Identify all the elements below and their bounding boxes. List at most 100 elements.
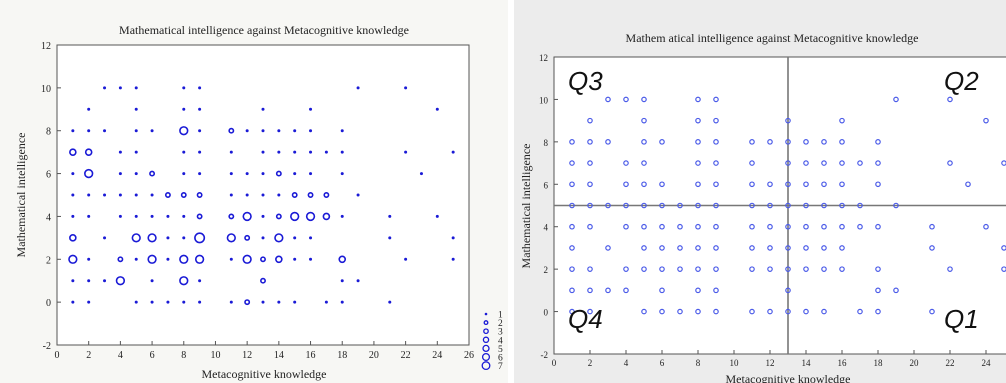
y-tick-label: 4	[46, 212, 51, 223]
data-point	[785, 202, 791, 209]
data-point	[785, 308, 791, 315]
data-point	[103, 86, 107, 90]
data-point	[803, 266, 809, 272]
data-point	[875, 181, 881, 188]
data-point	[767, 139, 773, 145]
data-point	[605, 96, 611, 103]
data-point	[767, 181, 773, 188]
x-tick-label: 6	[660, 358, 665, 368]
data-point	[293, 150, 297, 154]
data-point	[260, 277, 266, 284]
data-point	[785, 223, 791, 230]
data-point	[182, 150, 186, 154]
data-point	[103, 129, 107, 133]
data-point	[821, 181, 827, 188]
data-point	[323, 192, 330, 198]
data-point	[623, 202, 629, 209]
data-point	[277, 129, 281, 133]
data-point	[68, 254, 78, 264]
data-point	[641, 266, 647, 272]
data-point	[118, 86, 122, 90]
data-point	[196, 213, 203, 220]
y-tick-label: 12	[41, 41, 51, 52]
data-point	[659, 266, 665, 272]
legend-label: 2	[498, 319, 503, 329]
data-point	[84, 168, 94, 179]
data-point	[356, 86, 360, 90]
y-axis-label: Mathematical intelligence	[14, 133, 28, 258]
data-point	[198, 172, 202, 176]
data-point	[659, 223, 665, 230]
data-point	[150, 129, 154, 133]
data-point	[261, 193, 265, 197]
data-point	[118, 214, 122, 218]
data-point	[198, 86, 202, 90]
data-point	[659, 181, 665, 188]
x-tick-label: 0	[55, 350, 60, 361]
data-point	[451, 150, 455, 154]
y-axis-ticks: -2 0 2 4 6 8 10 12	[539, 53, 558, 360]
data-point	[277, 300, 281, 304]
data-point	[875, 223, 881, 230]
y-tick-label: 2	[46, 255, 51, 266]
data-point	[623, 96, 629, 103]
data-point	[87, 257, 91, 261]
data-point	[839, 266, 845, 272]
data-point	[340, 150, 344, 154]
x-tick-label: 8	[181, 350, 186, 361]
x-tick-label: 14	[274, 350, 284, 361]
data-point	[261, 107, 265, 111]
data-point	[803, 245, 809, 251]
x-tick-label: 12	[766, 358, 775, 368]
data-points	[68, 86, 455, 306]
data-point	[164, 192, 171, 198]
data-point	[115, 276, 126, 286]
data-point	[695, 266, 701, 272]
data-point	[1001, 160, 1006, 166]
data-point	[767, 223, 773, 230]
data-point	[605, 202, 611, 209]
legend-label: 7	[498, 362, 503, 372]
data-point	[226, 233, 236, 243]
legend-label: 3	[498, 328, 503, 338]
data-point	[677, 308, 683, 315]
data-point	[87, 107, 91, 111]
data-point	[713, 308, 719, 315]
data-point	[147, 233, 157, 243]
data-point	[893, 96, 899, 103]
data-point	[641, 202, 647, 209]
data-point	[569, 223, 575, 230]
data-point	[118, 150, 122, 154]
data-point	[245, 172, 249, 176]
data-point	[261, 150, 265, 154]
data-point	[261, 236, 265, 240]
legend-marker	[484, 312, 488, 316]
data-point	[659, 308, 665, 315]
data-point	[166, 300, 170, 304]
scatter-chart-left: Mathematical intelligence against Metaco…	[0, 0, 508, 383]
data-point	[340, 129, 344, 133]
data-point	[587, 139, 593, 145]
data-point	[695, 308, 701, 315]
data-point	[229, 193, 233, 197]
data-point	[404, 257, 408, 261]
data-point	[356, 279, 360, 283]
y-tick-label: 6	[46, 170, 51, 181]
legend-label: 4	[498, 336, 503, 346]
data-point	[857, 308, 863, 315]
data-point	[803, 308, 809, 315]
data-point	[150, 193, 154, 197]
y-tick-label: 12	[539, 53, 548, 63]
data-point	[290, 211, 300, 222]
data-point	[134, 214, 138, 218]
data-point	[785, 181, 791, 188]
data-point	[134, 129, 138, 133]
data-point	[659, 245, 665, 251]
data-point	[149, 170, 156, 177]
data-point	[150, 214, 154, 218]
data-point	[307, 192, 314, 198]
data-point	[229, 300, 233, 304]
data-point	[275, 213, 282, 220]
data-point	[71, 172, 75, 176]
